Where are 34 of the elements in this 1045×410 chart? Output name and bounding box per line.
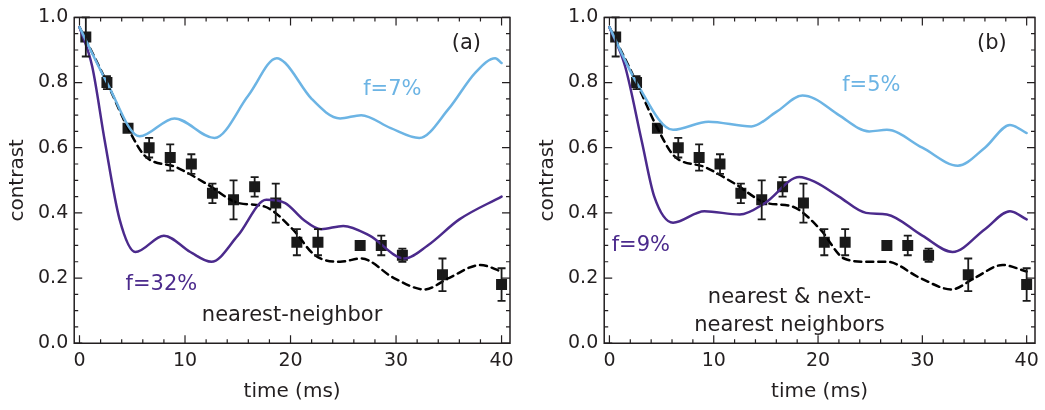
series-label: f=5% xyxy=(842,72,901,97)
annotation: nearest & next- nearest neighbors xyxy=(694,284,885,337)
x-axis-title: time (ms) xyxy=(243,378,341,403)
x-tick-label: 20 xyxy=(805,347,831,370)
y-tick-label: 0.6 xyxy=(568,134,599,157)
series-label: f=9% xyxy=(611,231,670,256)
y-axis-title: contrast xyxy=(4,138,29,222)
y-tick-label: 0.4 xyxy=(568,199,599,222)
annotation: (b) xyxy=(977,29,1007,54)
x-tick-label: 0 xyxy=(603,347,616,370)
y-tick-label: 1.0 xyxy=(568,4,599,27)
y-axis-title: contrast xyxy=(534,138,559,222)
y-tick-label: 0.8 xyxy=(38,69,69,92)
x-tick-label: 10 xyxy=(701,347,726,370)
y-tick-label: 0.0 xyxy=(38,330,69,353)
y-tick-label: 0.2 xyxy=(568,264,599,287)
y-tick-label: 0.4 xyxy=(38,199,69,222)
x-tick-label: 30 xyxy=(910,347,935,370)
x-tick-label: 20 xyxy=(278,347,303,370)
x-tick-label: 40 xyxy=(489,347,514,370)
y-tick-label: 0.6 xyxy=(38,134,69,157)
y-tick-label: 1.0 xyxy=(38,4,69,27)
annotation: nearest-neighbor xyxy=(201,301,383,326)
y-tick-label: 0.8 xyxy=(568,69,599,92)
y-tick-label: 0.2 xyxy=(38,264,69,287)
x-tick-label: 40 xyxy=(1014,347,1039,370)
x-tick-label: 30 xyxy=(383,347,409,370)
annotation: (a) xyxy=(451,29,482,54)
series-label: f=7% xyxy=(363,75,422,100)
series-label: f=32% xyxy=(125,271,198,296)
x-axis-title: time (ms) xyxy=(771,378,869,403)
x-tick-label: 10 xyxy=(172,347,198,370)
y-tick-label: 0.0 xyxy=(568,330,599,353)
x-tick-label: 0 xyxy=(73,347,86,370)
